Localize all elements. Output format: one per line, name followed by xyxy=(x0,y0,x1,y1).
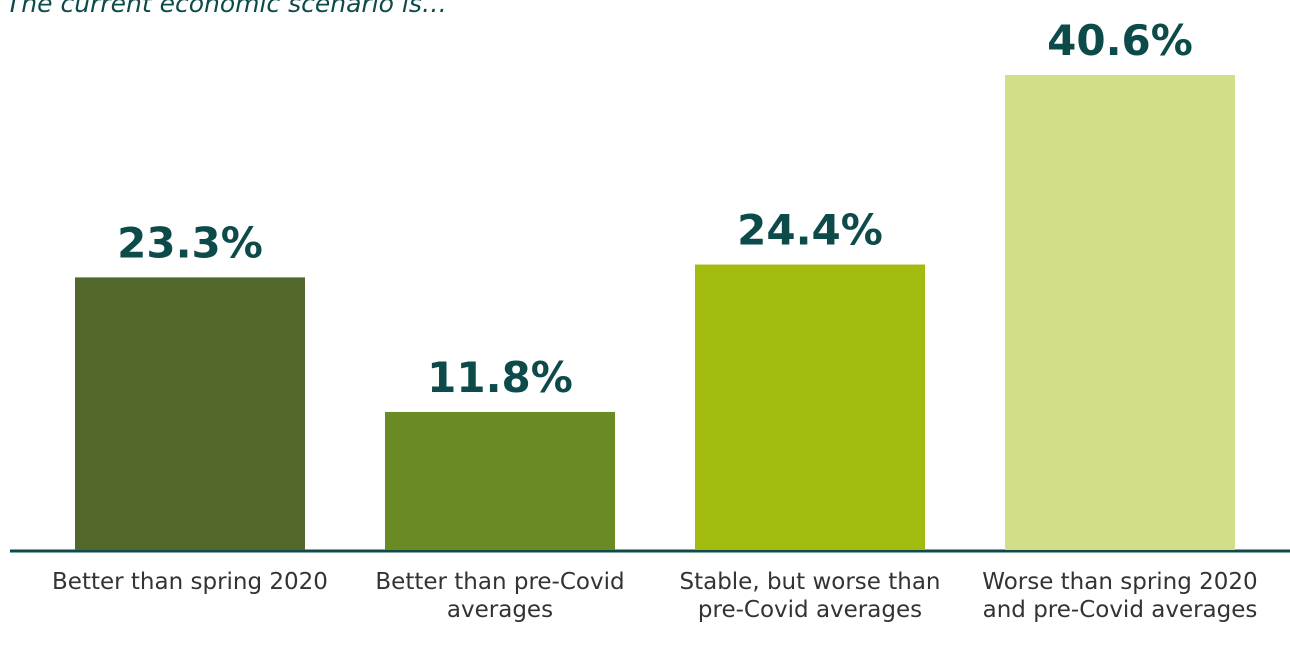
category-label: Better than spring 2020 xyxy=(52,569,328,595)
category-label: Stable, but worse than pre-Covid average… xyxy=(679,569,941,623)
value-label: 11.8% xyxy=(427,353,573,402)
value-label: 40.6% xyxy=(1047,16,1193,65)
value-label: 23.3% xyxy=(117,218,263,267)
value-label: 24.4% xyxy=(737,206,883,255)
category-label: Better than pre-Covid averages xyxy=(375,569,625,623)
category-label: Worse than spring 2020 and pre-Covid ave… xyxy=(982,569,1258,623)
bar xyxy=(1005,75,1235,550)
bar xyxy=(75,277,305,550)
bar xyxy=(695,264,925,550)
bar xyxy=(385,411,615,550)
chart-title: The current economic scenario is… xyxy=(6,0,447,18)
